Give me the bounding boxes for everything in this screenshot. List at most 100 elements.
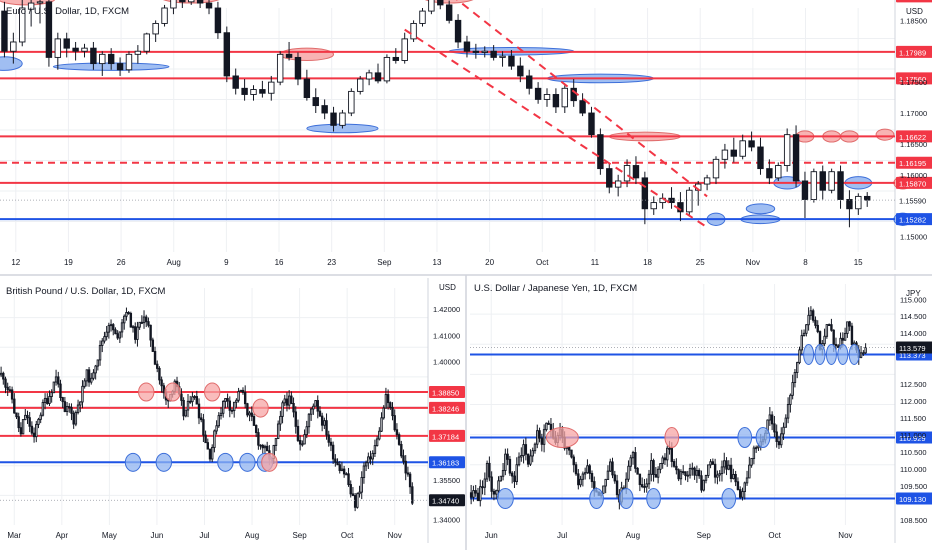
candle-up <box>248 412 251 416</box>
level-price-label: 1.17989 <box>899 48 926 57</box>
x-tick-label: 25 <box>696 258 705 267</box>
blue-zone-marker <box>589 488 604 510</box>
candle-down <box>6 386 9 391</box>
candle-up <box>536 430 539 445</box>
candle-down <box>257 432 260 446</box>
candle-down <box>63 38 70 49</box>
candle-down <box>151 339 155 352</box>
candle-down <box>296 425 300 441</box>
x-tick-label: 8 <box>803 258 808 267</box>
y-tick-label: 1.17000 <box>900 109 927 118</box>
candle-up <box>789 394 792 405</box>
candle-down <box>397 434 401 445</box>
candle-up <box>94 365 97 374</box>
candle-down <box>643 486 646 488</box>
candle-down <box>254 424 258 434</box>
candle-up <box>768 414 772 421</box>
candle-down <box>481 486 484 489</box>
candle-down <box>26 414 29 419</box>
candle-down <box>395 429 399 436</box>
candle-up <box>666 447 669 461</box>
candle-up <box>54 376 58 383</box>
candle-down <box>72 412 75 425</box>
blue-zone-marker <box>755 426 771 448</box>
candle-down <box>588 112 595 136</box>
candle-down <box>777 441 781 446</box>
candle-down <box>87 369 91 383</box>
x-tick-label: Aug <box>245 531 259 540</box>
candle-up <box>99 53 106 65</box>
level-price-label: 1.18888 <box>899 0 926 2</box>
candle-up <box>721 149 729 160</box>
candle-down <box>469 492 473 498</box>
candle-up <box>647 473 651 485</box>
candle-down <box>325 420 328 436</box>
red-zone-marker <box>0 0 56 6</box>
candle-down <box>848 321 851 327</box>
x-tick-label: May <box>102 531 117 540</box>
candle-down <box>316 400 319 412</box>
candle-up <box>428 0 435 12</box>
candle-down <box>819 171 826 191</box>
candle-up <box>76 404 80 413</box>
candle-down <box>549 423 553 431</box>
y-tick-label: 1.35500 <box>433 476 460 485</box>
candle-up <box>703 177 711 185</box>
candle-up <box>35 423 38 438</box>
candle-up <box>401 38 408 61</box>
candle-up <box>268 81 275 94</box>
candle-up <box>21 419 25 435</box>
candle-up <box>623 165 631 182</box>
candle-down <box>90 47 97 65</box>
candle-down <box>8 389 12 392</box>
candle-down <box>725 460 728 470</box>
candle-down <box>579 100 586 114</box>
x-tick-label: 11 <box>591 258 600 267</box>
y-tick-label: 1.34000 <box>433 516 460 525</box>
candle-down <box>196 0 204 4</box>
candle-down <box>693 467 696 476</box>
x-tick-label: Apr <box>56 531 69 540</box>
candle-down <box>162 385 166 394</box>
candle-down <box>538 430 541 439</box>
candle-down <box>748 140 755 148</box>
candle-up <box>686 189 693 213</box>
candle-up <box>52 381 56 394</box>
candle-up <box>152 22 159 35</box>
level-price-label: 1.17560 <box>899 75 926 84</box>
candle-down <box>294 411 297 427</box>
candle-down <box>19 427 23 435</box>
candle-down <box>134 326 137 340</box>
candle-up <box>656 468 660 478</box>
candle-down <box>189 400 192 403</box>
candle-up <box>754 447 758 450</box>
candle-down <box>327 434 330 443</box>
candle-up <box>727 464 731 470</box>
candle-up <box>142 316 146 324</box>
candle-down <box>613 474 616 482</box>
candle-down <box>214 7 222 34</box>
y-tick-label: 110.000 <box>900 465 927 474</box>
candle-up <box>123 315 126 324</box>
candle-up <box>825 324 829 337</box>
candle-down <box>265 445 269 452</box>
candle-up <box>74 412 78 425</box>
candle-up <box>50 392 53 397</box>
candle-down <box>336 461 339 466</box>
candle-up <box>301 443 304 446</box>
candle-up <box>481 50 488 53</box>
candle-up <box>48 396 51 404</box>
blue-zone-marker <box>0 56 23 71</box>
candle-up <box>533 443 537 452</box>
y-tick-label: 110.500 <box>900 448 927 457</box>
candle-down <box>116 333 119 339</box>
x-tick-label: 13 <box>433 258 442 267</box>
candle-down <box>331 444 335 460</box>
blue-zone-marker <box>803 344 815 366</box>
x-tick-label: Mar <box>7 531 21 540</box>
candle-up <box>373 445 377 454</box>
level-price-tag <box>429 386 465 399</box>
candle-down <box>145 316 148 323</box>
red-zone-marker <box>252 398 269 418</box>
candle-down <box>524 444 528 455</box>
